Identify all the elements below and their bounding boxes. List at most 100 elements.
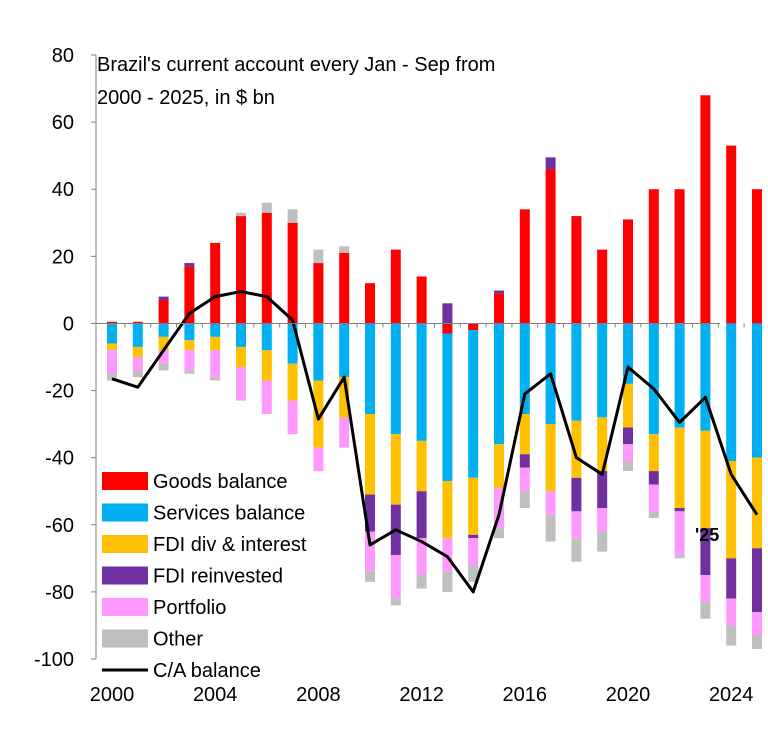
bar-services-balance-2008 <box>313 323 324 381</box>
legend-swatch-fdi-div-interest <box>102 535 148 553</box>
bar-portfolio-2023 <box>700 575 711 602</box>
bar-portfolio-2011 <box>390 554 401 599</box>
bar-goods-balance-2015 <box>494 293 504 324</box>
bar-portfolio-2010 <box>365 531 375 572</box>
bar-other-2011 <box>390 598 401 606</box>
bar-fdi-div-interest-2010 <box>365 414 375 495</box>
legend-swatch-portfolio <box>102 598 148 616</box>
bar-fdi-reinvested-2021 <box>648 471 659 485</box>
bar-services-balance-2021 <box>648 323 659 435</box>
bar-goods-balance-2000 <box>107 321 117 324</box>
bar-fdi-reinvested-2003 <box>184 263 195 267</box>
bar-other-2017 <box>545 514 556 542</box>
bar-other-2000 <box>107 373 117 381</box>
bar-goods-balance-2007 <box>287 222 298 324</box>
y-tick-label: -100 <box>34 649 74 671</box>
legend-swatch-services-balance <box>102 503 148 522</box>
bar-services-balance-2015 <box>494 323 504 445</box>
bar-fdi-reinvested-2010 <box>365 494 375 532</box>
bar-services-balance-2003 <box>184 323 195 341</box>
bar-portfolio-2018 <box>571 511 582 539</box>
bar-goods-balance-2003 <box>184 266 195 324</box>
bar-goods-balance-2010 <box>365 283 375 324</box>
bar-fdi-reinvested-2019 <box>597 471 608 508</box>
bar-services-balance-2001 <box>132 323 143 347</box>
bar-services-balance-2013 <box>442 333 453 482</box>
bar-other-2022 <box>674 554 685 559</box>
bar-services-balance-2007 <box>287 323 298 364</box>
bar-goods-balance-2019 <box>597 249 608 324</box>
bar-portfolio-2006 <box>261 380 272 415</box>
bar-portfolio-2005 <box>236 367 246 401</box>
bar-fdi-reinvested-2015 <box>494 290 504 294</box>
bar-other-2016 <box>519 491 530 508</box>
bar-fdi-div-interest-2003 <box>184 340 195 351</box>
bar-other-2024 <box>726 625 737 646</box>
bar-fdi-div-interest-2002 <box>158 336 169 351</box>
bar-portfolio-2021 <box>648 484 659 512</box>
bar-fdi-div-interest-2018 <box>571 420 582 478</box>
bar-other-2021 <box>648 511 659 519</box>
bar-other-2002 <box>158 363 169 371</box>
bar-fdi-reinvested-2017 <box>545 157 556 170</box>
ca-balance-line <box>111 290 759 594</box>
legend-label-c-a-balance: C/A balance <box>153 660 261 682</box>
bar-fdi-div-interest-2019 <box>597 417 608 472</box>
bar-fdi-div-interest-2016 <box>519 414 530 455</box>
bar-fdi-reinvested-2022 <box>674 508 685 512</box>
y-tick-label: 40 <box>52 179 74 201</box>
legend-swatch-fdi-reinvested <box>102 566 148 585</box>
bar-services-balance-2024 <box>726 323 737 462</box>
line-layer <box>111 290 759 594</box>
bar-goods-balance-2016 <box>519 209 530 324</box>
legend-swatch-other <box>102 629 148 648</box>
bar-other-2004 <box>210 377 221 381</box>
bar-fdi-reinvested-2002 <box>158 296 169 300</box>
bar-goods-balance-2011 <box>390 249 401 324</box>
bar-fdi-div-interest-2006 <box>261 350 272 381</box>
bar-services-balance-2022 <box>674 323 685 428</box>
bar-fdi-div-interest-2023 <box>700 430 711 529</box>
bar-fdi-div-interest-2021 <box>648 434 659 472</box>
bar-fdi-div-interest-2004 <box>210 336 221 351</box>
bar-fdi-reinvested-2025 <box>752 548 762 613</box>
bar-fdi-div-interest-2005 <box>236 346 246 368</box>
bar-services-balance-2014 <box>468 330 479 478</box>
bar-goods-balance-2022 <box>674 189 685 324</box>
bar-services-balance-2011 <box>390 323 401 435</box>
bar-services-balance-2020 <box>623 323 633 384</box>
bar-portfolio-2009 <box>339 417 350 448</box>
bar-portfolio-2001 <box>132 357 143 371</box>
bar-other-2001 <box>132 370 143 378</box>
legend-label-other: Other <box>153 629 203 651</box>
x-tick-label: 2024 <box>709 684 754 706</box>
bar-portfolio-2008 <box>313 447 324 472</box>
bar-portfolio-2020 <box>623 444 633 462</box>
bar-fdi-reinvested-2024 <box>726 558 737 599</box>
bar-fdi-reinvested-2013 <box>442 303 453 324</box>
bar-fdi-div-interest-2013 <box>442 481 453 539</box>
bar-portfolio-2014 <box>468 538 479 566</box>
bar-goods-balance-2025 <box>752 189 762 324</box>
bar-portfolio-2022 <box>674 511 685 555</box>
bar-fdi-div-interest-2024 <box>726 461 737 559</box>
bar-other-2025 <box>752 635 762 649</box>
y-tick-label: 80 <box>52 45 74 67</box>
legend-label-fdi-div-interest: FDI div & interest <box>153 534 307 556</box>
bar-services-balance-2019 <box>597 323 608 418</box>
bar-services-balance-2016 <box>519 323 530 415</box>
bar-portfolio-2017 <box>545 491 556 515</box>
bar-goods-balance-2012 <box>416 276 427 324</box>
bar-services-balance-2000 <box>107 323 117 344</box>
bar-other-2018 <box>571 538 582 562</box>
bar-other-2005 <box>236 212 246 217</box>
bar-fdi-div-interest-2020 <box>623 383 633 428</box>
bar-services-balance-2025 <box>752 323 762 458</box>
bar-other-2003 <box>184 370 195 374</box>
bar-goods-balance-2009 <box>339 252 350 324</box>
title-layer: Brazil's current account every Jan - Sep… <box>97 54 495 109</box>
bar-portfolio-2002 <box>158 350 169 364</box>
bar-goods-balance-2023 <box>700 95 711 324</box>
end-year-label: '25 <box>695 525 719 545</box>
